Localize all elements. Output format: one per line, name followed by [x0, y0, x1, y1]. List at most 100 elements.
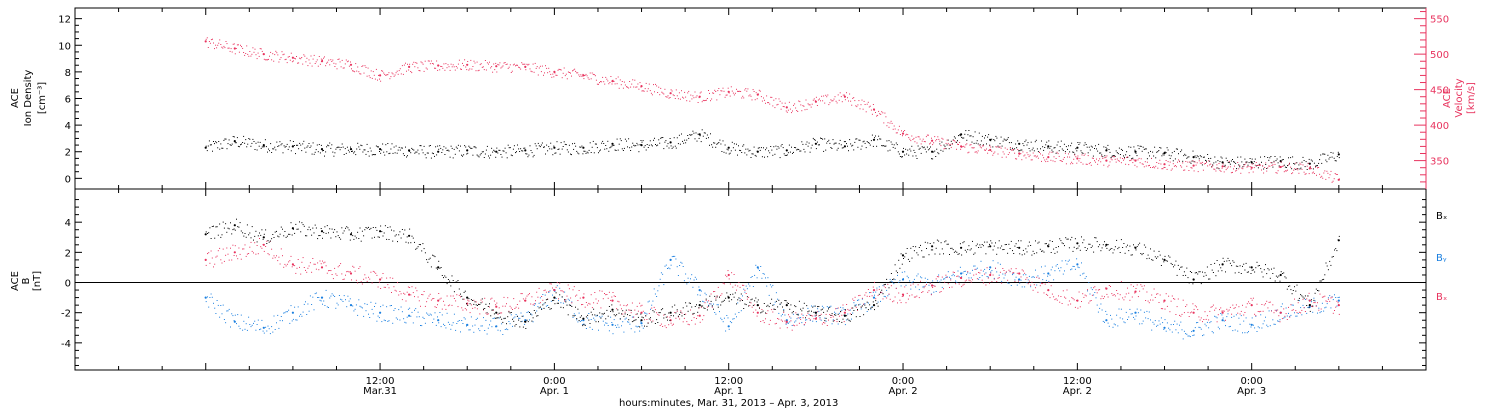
by-dot: [1169, 329, 1171, 331]
density-dot: [469, 146, 471, 148]
by-dot: [464, 318, 466, 320]
velocity-dot: [734, 92, 736, 94]
bx-point: [495, 311, 498, 314]
by-dot: [1162, 322, 1164, 324]
density-dot: [438, 148, 440, 150]
bx-dot: [594, 314, 596, 316]
density-dot: [765, 149, 766, 151]
velocity-dot: [344, 63, 346, 65]
density-dot: [244, 142, 246, 144]
density-dot: [279, 141, 281, 143]
density-dot: [278, 145, 280, 147]
density-dot: [1040, 148, 1041, 150]
velocity-dot: [304, 55, 306, 57]
velocity-dot: [622, 87, 624, 89]
bx-dot: [307, 229, 309, 231]
by-dot: [520, 312, 522, 314]
density-dot: [851, 145, 853, 147]
velocity-dot: [1333, 178, 1335, 180]
density-dot: [853, 149, 855, 151]
density-dot: [1071, 142, 1073, 144]
density-dot: [290, 150, 292, 152]
bz-dot: [371, 282, 373, 284]
density-dot: [319, 152, 321, 154]
density-dot: [1122, 149, 1123, 151]
bx-dot: [363, 235, 365, 237]
bx-dot: [382, 235, 384, 237]
bz-dot: [1044, 283, 1046, 285]
bx-dot: [611, 304, 613, 306]
bx-dot: [313, 232, 315, 234]
velocity-dot: [375, 68, 377, 70]
velocity-dot: [475, 70, 477, 72]
velocity-dot: [1305, 173, 1307, 175]
density-dot: [898, 153, 900, 155]
velocity-dot: [885, 116, 887, 118]
bx-dot: [704, 308, 706, 309]
density-dot: [1082, 152, 1084, 154]
density-dot: [904, 154, 906, 156]
bz-dot: [1026, 277, 1028, 279]
bz-dot: [1238, 306, 1240, 308]
bx-dot: [669, 320, 671, 321]
density-dot: [457, 144, 459, 146]
velocity-dot: [460, 68, 461, 70]
bz-dot: [387, 284, 389, 286]
density-dot: [558, 148, 560, 150]
density-dot: [353, 152, 355, 154]
velocity-dot: [1241, 167, 1243, 169]
bz-dot: [815, 316, 817, 318]
velocity-dot: [829, 102, 831, 104]
density-dot: [766, 147, 768, 149]
by-dot: [1112, 326, 1114, 328]
bx-dot: [386, 238, 388, 240]
density-dot: [1041, 140, 1042, 142]
bz-dot: [531, 296, 533, 298]
by-dot: [761, 277, 763, 279]
by-dot: [256, 324, 258, 325]
bx-dot: [559, 294, 561, 296]
velocity-dot: [846, 92, 847, 94]
by-dot: [1142, 320, 1144, 322]
by-dot: [1151, 329, 1153, 331]
bz-dot: [1227, 310, 1229, 312]
velocity-dot: [952, 139, 954, 141]
bz-dot: [1156, 293, 1157, 295]
velocity-dot: [1335, 173, 1337, 175]
density-dot: [666, 145, 668, 147]
by-dot: [1185, 333, 1187, 335]
bz-dot: [893, 300, 895, 302]
by-dot: [478, 328, 480, 330]
bz-dot: [308, 265, 310, 267]
density-dot: [1035, 139, 1037, 141]
by-dot: [532, 321, 534, 323]
density-dot: [1266, 168, 1268, 169]
density-dot: [927, 149, 929, 151]
bx-dot: [282, 228, 283, 230]
bz-dot: [393, 286, 395, 288]
velocity-dot: [1323, 172, 1325, 174]
bx-dot: [624, 313, 626, 315]
bx-dot: [756, 301, 758, 303]
bx-point: [408, 234, 411, 237]
velocity-dot: [227, 47, 229, 49]
bz-dot: [1283, 308, 1285, 310]
velocity-point: [931, 139, 934, 142]
by-dot: [531, 314, 533, 316]
velocity-dot: [620, 84, 622, 86]
bz-dot: [1027, 283, 1029, 285]
density-dot: [646, 144, 648, 145]
velocity-dot: [688, 90, 690, 92]
velocity-dot: [635, 86, 637, 88]
by-dot: [748, 283, 750, 285]
velocity-dot: [1168, 164, 1170, 166]
bz-dot: [801, 313, 803, 315]
bx-dot: [531, 320, 533, 322]
bx-dot: [318, 235, 320, 237]
bz-dot: [245, 255, 247, 257]
density-dot: [358, 146, 360, 148]
density-dot: [303, 140, 305, 142]
density-dot: [813, 139, 815, 140]
by-dot: [938, 274, 940, 276]
velocity-dot: [833, 98, 835, 100]
